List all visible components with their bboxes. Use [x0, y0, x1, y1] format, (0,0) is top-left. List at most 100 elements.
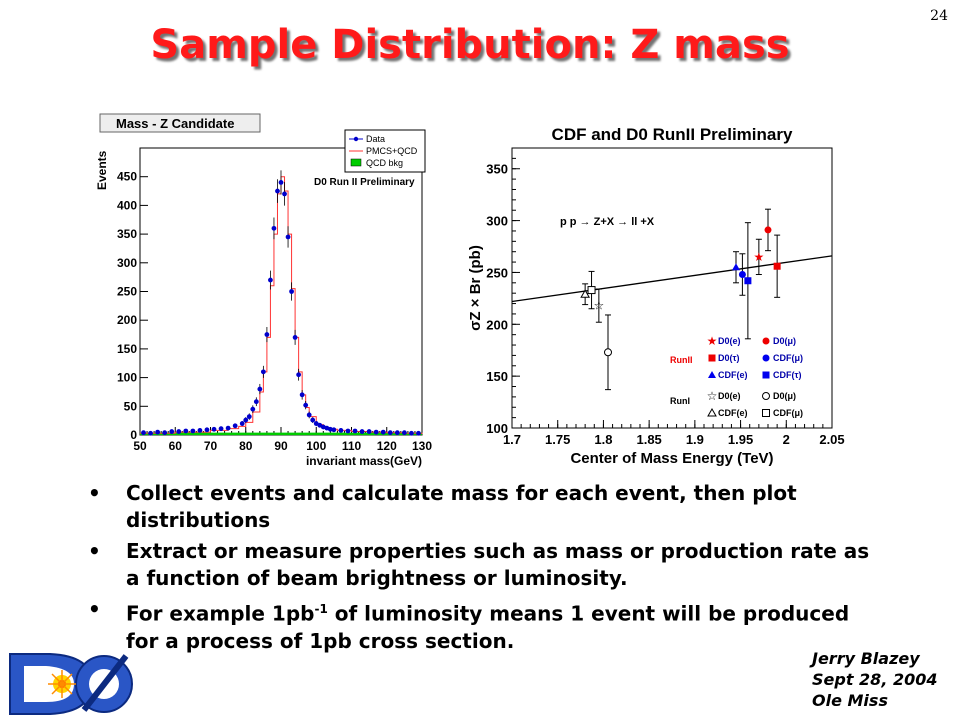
chart-annotation: D0 Run II Preliminary: [314, 177, 415, 188]
legend-entry-label: D0(e): [718, 336, 741, 346]
chart-annotation: p p → Z+X → ll +X: [560, 216, 655, 228]
legend-data-marker: [353, 136, 359, 142]
z-mass-histogram: 50 60 70 80 90 100 110 120 130050100150200250300…: [95, 113, 432, 468]
data-point: [359, 429, 365, 434]
x-axis-label: Center of Mass Energy (TeV): [570, 450, 773, 467]
d0-logo-icon: [9, 653, 133, 715]
data-point: [306, 412, 312, 418]
y-tick-label: 100: [117, 371, 137, 385]
y-tick-label: 300: [117, 256, 137, 270]
data-point: [401, 430, 407, 436]
data-point: [268, 277, 273, 283]
data-point: [204, 427, 210, 433]
cdf-runi-point: [580, 289, 591, 298]
legend-entry-label: D0(μ): [773, 391, 796, 401]
y-tick-label: 50: [124, 399, 138, 413]
data-point: [250, 406, 256, 412]
data-point: [310, 417, 316, 423]
data-point: [271, 225, 277, 231]
data-point: [257, 386, 263, 392]
data-point: [260, 369, 266, 375]
x-tick-label: 90: [274, 439, 288, 453]
data-point: [155, 429, 161, 435]
data-point: [352, 428, 358, 434]
credit-author: Jerry Blazey: [812, 649, 920, 668]
data-point: [253, 399, 259, 405]
y-tick-label: 450: [117, 170, 137, 184]
d0-legend-marker: [762, 337, 770, 345]
x-tick-label: 1.7: [503, 432, 521, 447]
data-point: [183, 428, 189, 434]
x-tick-label: 130: [412, 439, 432, 453]
x-tick-label: 50: [133, 439, 147, 453]
legend-entry-label: CDF(e): [718, 408, 748, 418]
d0-runii-point: ★: [753, 250, 764, 264]
x-tick-label: 100: [306, 439, 326, 453]
data-point: [289, 289, 294, 294]
data-point: [278, 180, 284, 185]
bullet-dot-icon: •: [88, 481, 101, 505]
legend-entry-label: CDF(μ): [773, 408, 803, 418]
data-point: [282, 191, 287, 197]
chart-title: Mass - Z Candidate: [116, 116, 234, 131]
y-tick-label: 300: [486, 214, 508, 229]
x-tick-label: 2.05: [819, 432, 844, 447]
data-point: [275, 188, 280, 194]
x-tick-label: 1.75: [545, 432, 570, 447]
x-tick-label: 70: [204, 439, 218, 453]
bullet-list: • Collect events and calculate mass for e…: [86, 480, 886, 659]
data-point: [327, 426, 333, 432]
cdf-runi-point: [587, 286, 596, 295]
legend-entry-label: CDF(μ): [773, 353, 803, 363]
x-tick-label: 120: [377, 439, 397, 453]
title-box: [99, 113, 261, 133]
legend-entry-label: D0(μ): [773, 336, 796, 346]
data-point: [264, 332, 270, 337]
x-tick-label: 110: [342, 439, 362, 453]
data-point: [190, 428, 196, 434]
data-point: [366, 429, 372, 434]
cdf-legend-marker: [708, 371, 716, 378]
data-point: [416, 430, 421, 436]
y-tick-label: 400: [117, 198, 137, 212]
y-tick-label: 250: [486, 265, 508, 280]
data-point: [387, 430, 393, 436]
runi-legend-marker: [707, 407, 717, 417]
data-point: [246, 414, 252, 420]
legend-entry-label: CDF(τ): [773, 370, 802, 380]
legend-mc-label: PMCS+QCD: [366, 146, 418, 156]
data-point: [225, 425, 231, 431]
x-tick-label: 2: [783, 432, 790, 447]
data-point: [162, 430, 168, 436]
runi-legend-marker: [762, 409, 770, 417]
legend-qcd-label: QCD bkg: [366, 158, 403, 168]
bullet-text-post: of luminosity means 1 event will be prod…: [126, 601, 850, 653]
x-axis-label: invariant mass(GeV): [306, 454, 422, 468]
plot-frame: [139, 147, 423, 436]
data-point: [331, 427, 337, 433]
data-point: [394, 430, 400, 436]
bullet-dot-icon: •: [88, 597, 101, 621]
data-point: [148, 430, 153, 436]
d0-legend-marker: ★: [707, 334, 718, 348]
x-tick-label: 1.9: [686, 432, 704, 447]
chart-title: CDF and D0 RunII Preliminary: [552, 125, 793, 144]
y-tick-label: 150: [486, 369, 508, 384]
slide-title: Sample Distribution: Z mass: [150, 22, 790, 68]
legend-entry-label: D0(τ): [718, 353, 740, 363]
data-point: [303, 402, 309, 408]
cdf-runii-point: [732, 263, 740, 271]
data-point: [409, 430, 414, 436]
data-point: [243, 417, 249, 423]
d0-runi-point: [604, 348, 612, 357]
data-point: [169, 429, 175, 434]
data-point: [211, 426, 217, 432]
x-tick-label: 1.95: [728, 432, 753, 447]
x-tick-label: 1.8: [594, 432, 612, 447]
cdf-runii-point: [744, 277, 752, 285]
d0-legend-marker: [708, 354, 716, 362]
bullet-text: Collect events and calculate mass for ea…: [126, 481, 797, 532]
legend-data-label: Data: [366, 134, 385, 144]
bullet-dot-icon: •: [88, 539, 101, 563]
y-tick-label: 350: [117, 227, 137, 241]
